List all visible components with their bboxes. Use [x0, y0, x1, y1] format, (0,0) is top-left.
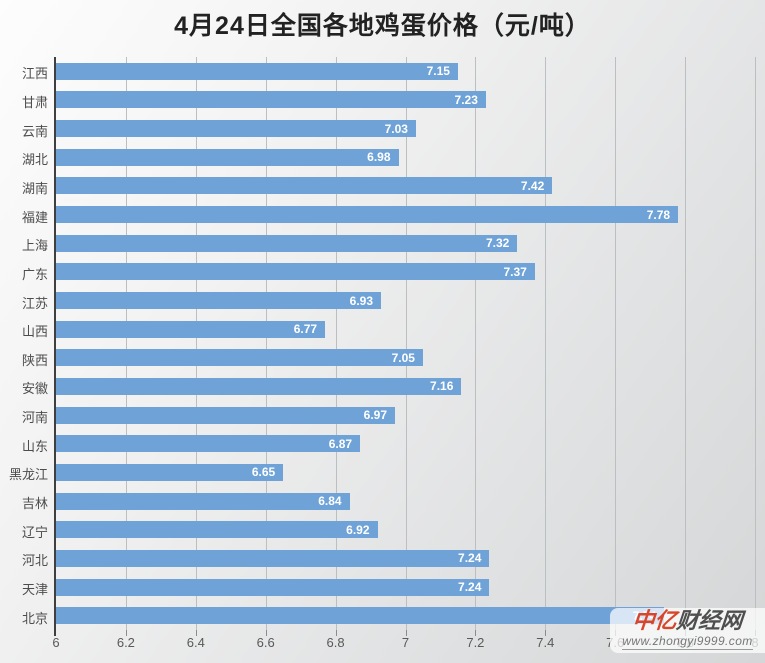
bar-value-label: 7.05 [391, 350, 415, 365]
tick-mark [405, 630, 407, 636]
tick-mark [545, 630, 547, 636]
tick-mark [335, 630, 337, 636]
bar-value-label: 6.84 [318, 494, 342, 509]
category-label: 辽宁 [21, 524, 48, 540]
x-tick-label: 7 [401, 635, 410, 650]
category-label: 山东 [21, 438, 48, 454]
bar: 6.77 [56, 320, 326, 338]
category-label: 江西 [21, 66, 48, 82]
x-tick-label: 7.4 [536, 635, 555, 650]
bar: 6.93 [56, 292, 382, 310]
bar: 6.92 [56, 521, 378, 539]
gridline [475, 57, 477, 630]
watermark-logo: 中亿财经网 [609, 608, 765, 633]
gridline [755, 57, 756, 630]
bar: 6.87 [56, 435, 361, 453]
bar: 7.42 [56, 177, 553, 195]
category-label: 上海 [21, 238, 48, 254]
bar-value-label: 7.16 [430, 379, 454, 394]
bar: 7.74 [56, 607, 665, 625]
bar: 7.37 [56, 263, 535, 281]
bar: 7.24 [56, 578, 490, 596]
gridline [545, 57, 547, 630]
bar-value-label: 7.37 [503, 264, 527, 279]
category-label: 山西 [21, 324, 48, 340]
x-tick-label: 6.4 [186, 635, 205, 650]
bar-value-label: 7.15 [426, 64, 450, 79]
tick-mark [125, 630, 127, 636]
bar-value-label: 6.65 [251, 465, 276, 480]
gridline [335, 57, 337, 630]
x-tick-label: 7.2 [466, 635, 485, 650]
category-label: 甘肃 [21, 94, 48, 110]
bar: 7.05 [56, 349, 423, 367]
category-label: 安徽 [21, 381, 48, 397]
category-label: 天津 [21, 582, 48, 598]
chart-title: 4月24日全国各地鸡蛋价格（元/吨） [174, 12, 591, 40]
bar-value-label: 7.42 [520, 178, 545, 193]
category-label: 福建 [21, 209, 48, 225]
bar-value-label: 7.24 [458, 580, 482, 595]
category-label: 江苏 [21, 295, 48, 311]
y-axis-line [54, 57, 56, 636]
category-label: 湖北 [21, 152, 48, 168]
gridline [125, 57, 127, 630]
bar-value-label: 6.98 [367, 150, 391, 165]
tick-mark [265, 630, 267, 636]
plot-area: 7.15 7.23 7.03 6.98 7.42 7.78 7.32 7.37 6.93 6.77… [56, 57, 756, 630]
gridline [615, 57, 617, 630]
category-label: 湖南 [21, 180, 48, 196]
x-tick-label: 6.2 [116, 635, 135, 650]
bar: 7.78 [56, 206, 679, 224]
bar: 7.15 [56, 62, 458, 80]
bar: 7.24 [56, 549, 490, 567]
bar: 6.97 [56, 406, 395, 424]
bar: 7.03 [56, 120, 416, 138]
gridline [265, 57, 267, 630]
bar-value-label: 7.78 [646, 207, 671, 222]
watermark-url: www.zhongyi9999.com [622, 634, 753, 650]
bar: 6.65 [56, 463, 284, 481]
bar: 7.16 [56, 377, 462, 395]
tick-mark [195, 630, 197, 636]
bar-value-label: 6.93 [349, 293, 374, 308]
watermark-brand-red: 中亿 [631, 608, 678, 633]
category-label: 河南 [21, 410, 48, 426]
x-tick-label: 6 [52, 635, 60, 650]
x-tick-label: 6.6 [256, 635, 275, 650]
bar-value-label: 7.24 [458, 551, 482, 566]
category-label: 广东 [21, 266, 48, 282]
tick-mark [475, 630, 477, 636]
category-label: 河北 [21, 553, 48, 569]
bar: 7.23 [56, 91, 486, 109]
gridline [195, 57, 197, 630]
category-label: 陕西 [21, 352, 48, 368]
bar-value-label: 6.97 [363, 408, 387, 423]
category-label: 云南 [21, 123, 48, 139]
watermark-brand-gray: 财经网 [675, 608, 744, 633]
category-label: 北京 [21, 610, 48, 626]
bar-value-label: 6.77 [293, 322, 318, 337]
bar-value-label: 6.87 [328, 436, 353, 451]
gridline [685, 57, 687, 630]
bar-value-label: 7.03 [384, 121, 408, 136]
category-label: 吉林 [21, 496, 48, 512]
x-tick-label: 6.8 [326, 635, 345, 650]
watermark: 中亿财经网 www.zhongyi9999.com [610, 608, 765, 653]
category-label: 黑龙江 [8, 467, 48, 483]
bar-value-label: 7.23 [454, 92, 478, 107]
bar: 6.98 [56, 148, 399, 166]
bar-value-label: 6.92 [346, 522, 370, 537]
bar-value-label: 7.32 [485, 236, 510, 251]
bar: 6.84 [56, 492, 350, 510]
y-axis-labels: 江西甘肃云南湖北湖南福建上海广东江苏山西陕西安徽河南山东黑龙江吉林辽宁河北天津北… [0, 57, 48, 630]
gridline [405, 57, 407, 630]
bar: 7.32 [56, 234, 518, 252]
